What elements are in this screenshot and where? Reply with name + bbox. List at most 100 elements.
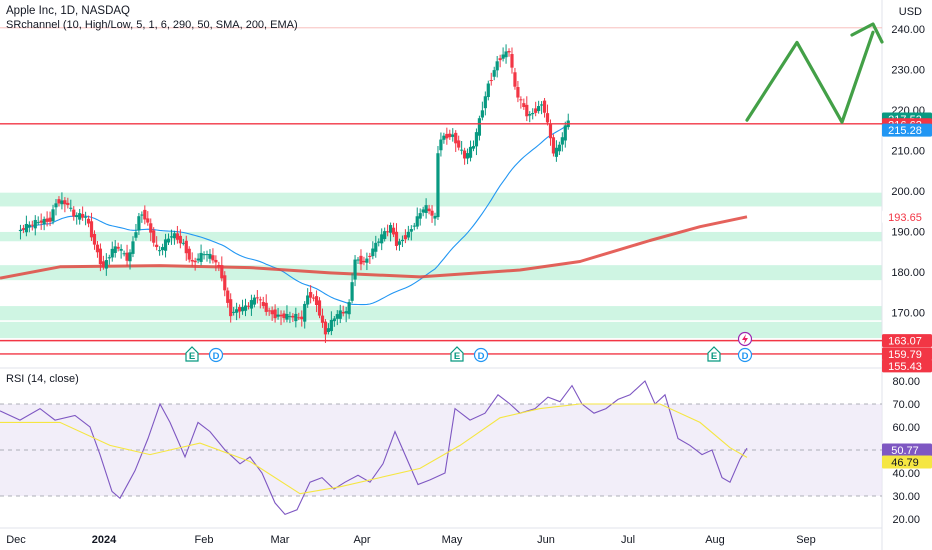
price-badge-text: 159.79 <box>888 349 922 361</box>
price-tick: 170.00 <box>891 308 925 320</box>
candle-body <box>323 321 328 335</box>
candle-body <box>483 96 487 109</box>
candle-body <box>489 80 493 82</box>
indicator-label[interactable]: SRchannel (10, High/Low, 5, 1, 6, 290, 5… <box>6 19 298 31</box>
candle-body <box>232 311 236 313</box>
candle-body <box>255 297 259 299</box>
time-tick: 2024 <box>92 534 117 546</box>
time-tick: Jul <box>621 534 635 546</box>
candle-body <box>54 203 58 208</box>
candle-body <box>347 302 351 315</box>
candle-body <box>554 147 559 157</box>
rsi-label[interactable]: RSI (14, close) <box>6 373 79 385</box>
earnings-marker: E <box>185 346 199 362</box>
rsi-badge-bg <box>882 455 932 469</box>
candle-body <box>60 200 64 205</box>
candle-body <box>314 296 319 306</box>
candle-body <box>45 218 49 222</box>
candle-body <box>24 223 28 233</box>
candle-body <box>282 313 286 319</box>
candle-body <box>42 218 46 225</box>
candle-body <box>155 244 159 248</box>
candle-body <box>288 316 292 318</box>
candle-body <box>397 241 402 245</box>
candle-body <box>163 239 168 251</box>
candle-body <box>89 221 94 238</box>
currency-label[interactable]: USD <box>898 6 922 18</box>
candle-body <box>451 134 455 137</box>
candle-body <box>519 99 523 101</box>
candle-body <box>267 310 271 312</box>
candle-body <box>217 264 221 267</box>
earnings-marker: E <box>450 346 464 362</box>
candle-body <box>81 214 85 218</box>
rsi-tick: 30.00 <box>892 491 920 503</box>
sr-zone <box>0 231 882 242</box>
candle-body <box>311 297 316 299</box>
symbol-title[interactable]: Apple Inc, 1D, NASDAQ <box>6 5 130 17</box>
candle-body <box>463 150 467 159</box>
rsi-ma-line <box>0 403 748 495</box>
lightning-icon-glyph <box>742 334 748 344</box>
price-badge-text: 163.07 <box>888 336 922 348</box>
candle-body <box>137 216 141 231</box>
candle-body <box>504 51 508 58</box>
price-badge: 155.43 <box>882 359 932 373</box>
candle-body <box>184 240 188 254</box>
candle-body <box>243 305 248 311</box>
candle-body <box>563 125 567 141</box>
earnings-marker-text: E <box>711 351 717 362</box>
candle-body <box>365 258 369 263</box>
rsi-badge-text: 46.79 <box>891 457 919 469</box>
price-badge-bg <box>882 347 932 361</box>
candle-body <box>175 233 179 240</box>
candle-body <box>362 260 366 263</box>
candle-body <box>394 231 399 246</box>
candle-body <box>140 214 144 216</box>
dividend-marker-text: D <box>742 351 749 362</box>
candle-body <box>72 209 76 217</box>
price-tick: 190.00 <box>891 227 925 239</box>
candle-body <box>386 231 390 233</box>
candle-body <box>391 227 396 235</box>
candle-body <box>193 260 197 263</box>
candle-body <box>166 238 171 243</box>
candle-body <box>371 248 375 257</box>
candle-body <box>436 153 440 218</box>
price-badge-bg <box>882 334 932 348</box>
candle-body <box>226 290 230 303</box>
candle-body <box>202 254 206 256</box>
candle-body <box>30 224 34 226</box>
time-tick: May <box>442 534 463 546</box>
earnings-marker: E <box>707 346 721 362</box>
dividend-marker: D <box>473 347 489 363</box>
candle-body <box>460 149 464 151</box>
candle-body <box>501 54 505 59</box>
candle-body <box>297 317 301 319</box>
price-badge: 163.07 <box>882 334 932 348</box>
candle-body <box>63 200 67 205</box>
candle-body <box>528 114 532 116</box>
candle-body <box>516 87 520 98</box>
time-tick: Jun <box>537 534 555 546</box>
candle-body <box>474 132 479 147</box>
candle-body <box>480 110 484 118</box>
price-badge: 193.65 <box>882 210 932 224</box>
dividend-marker-shape <box>208 347 224 363</box>
moving-averages <box>0 124 748 306</box>
candle-body <box>412 225 416 227</box>
sma-line <box>20 124 569 306</box>
candle-body <box>557 144 561 152</box>
candle-body <box>306 295 310 305</box>
candle-body <box>122 253 126 255</box>
candle-body <box>542 100 547 113</box>
candle-body <box>223 275 227 291</box>
candle-body <box>246 305 251 307</box>
candle-body <box>178 235 182 244</box>
candle-body <box>279 314 283 317</box>
candle-body <box>534 108 538 113</box>
candle-body <box>368 255 372 257</box>
lightning-icon <box>737 331 753 347</box>
candle-body <box>39 220 43 223</box>
